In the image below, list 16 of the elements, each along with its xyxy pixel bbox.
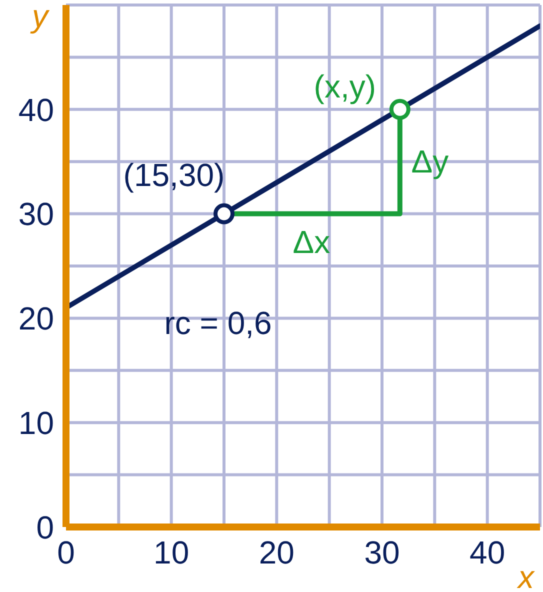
x-tick-label: 40 bbox=[470, 534, 506, 571]
x-axis-title: x bbox=[516, 559, 535, 592]
y-tick-label: 30 bbox=[18, 196, 54, 232]
y-tick-label: 20 bbox=[18, 300, 54, 337]
annotation: Δx bbox=[292, 224, 330, 260]
x-tick-label: 10 bbox=[154, 534, 190, 571]
annotation: (15,30) bbox=[123, 156, 225, 193]
annotation: rc = 0,6 bbox=[164, 305, 272, 341]
x-tick-label: 20 bbox=[258, 534, 294, 571]
x-tick-label: 30 bbox=[364, 534, 400, 571]
annotation: (x,y) bbox=[314, 68, 376, 104]
annotation: Δy bbox=[411, 144, 449, 180]
y-tick-label: 0 bbox=[36, 509, 54, 546]
y-axis-title: y bbox=[30, 0, 50, 34]
y-tick-label: 40 bbox=[18, 92, 54, 128]
y-tick-label: 10 bbox=[18, 404, 54, 441]
